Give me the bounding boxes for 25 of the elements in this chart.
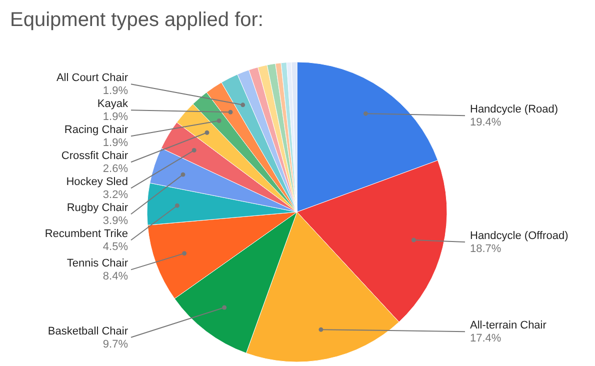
data-label: 18.7% [470, 243, 502, 256]
data-label: 4.5% [102, 241, 128, 254]
data-label: 1.9% [102, 85, 128, 98]
slice-label: Kayak [97, 98, 128, 110]
chart-title: Equipment types applied for: [10, 9, 264, 31]
slice-label: Recumbent Trike [44, 228, 128, 240]
slice-label: Hockey Sled [66, 176, 128, 188]
data-label: 1.9% [102, 137, 128, 150]
slice-label: Racing Chair [64, 124, 128, 136]
slice-label: Handcycle (Road) [470, 104, 558, 116]
slice-label: All-terrain Chair [470, 320, 547, 332]
slice-label: Tennis Chair [66, 258, 128, 270]
data-label: 17.4% [470, 332, 502, 345]
data-label: 19.4% [470, 116, 502, 129]
data-label: 2.6% [102, 163, 128, 176]
slice-label: All Court Chair [56, 72, 128, 84]
slice-label: Crossfit Chair [61, 150, 128, 162]
data-label: 1.9% [102, 111, 128, 124]
slice-label: Basketball Chair [48, 325, 128, 338]
data-label: 3.2% [102, 189, 128, 202]
slice-label: Handcycle (Offroad) [470, 230, 568, 242]
data-label: 9.7% [102, 338, 128, 350]
data-label: 8.4% [102, 270, 128, 283]
slice-label: Rugby Chair [66, 202, 128, 214]
data-label: 3.9% [102, 215, 128, 228]
